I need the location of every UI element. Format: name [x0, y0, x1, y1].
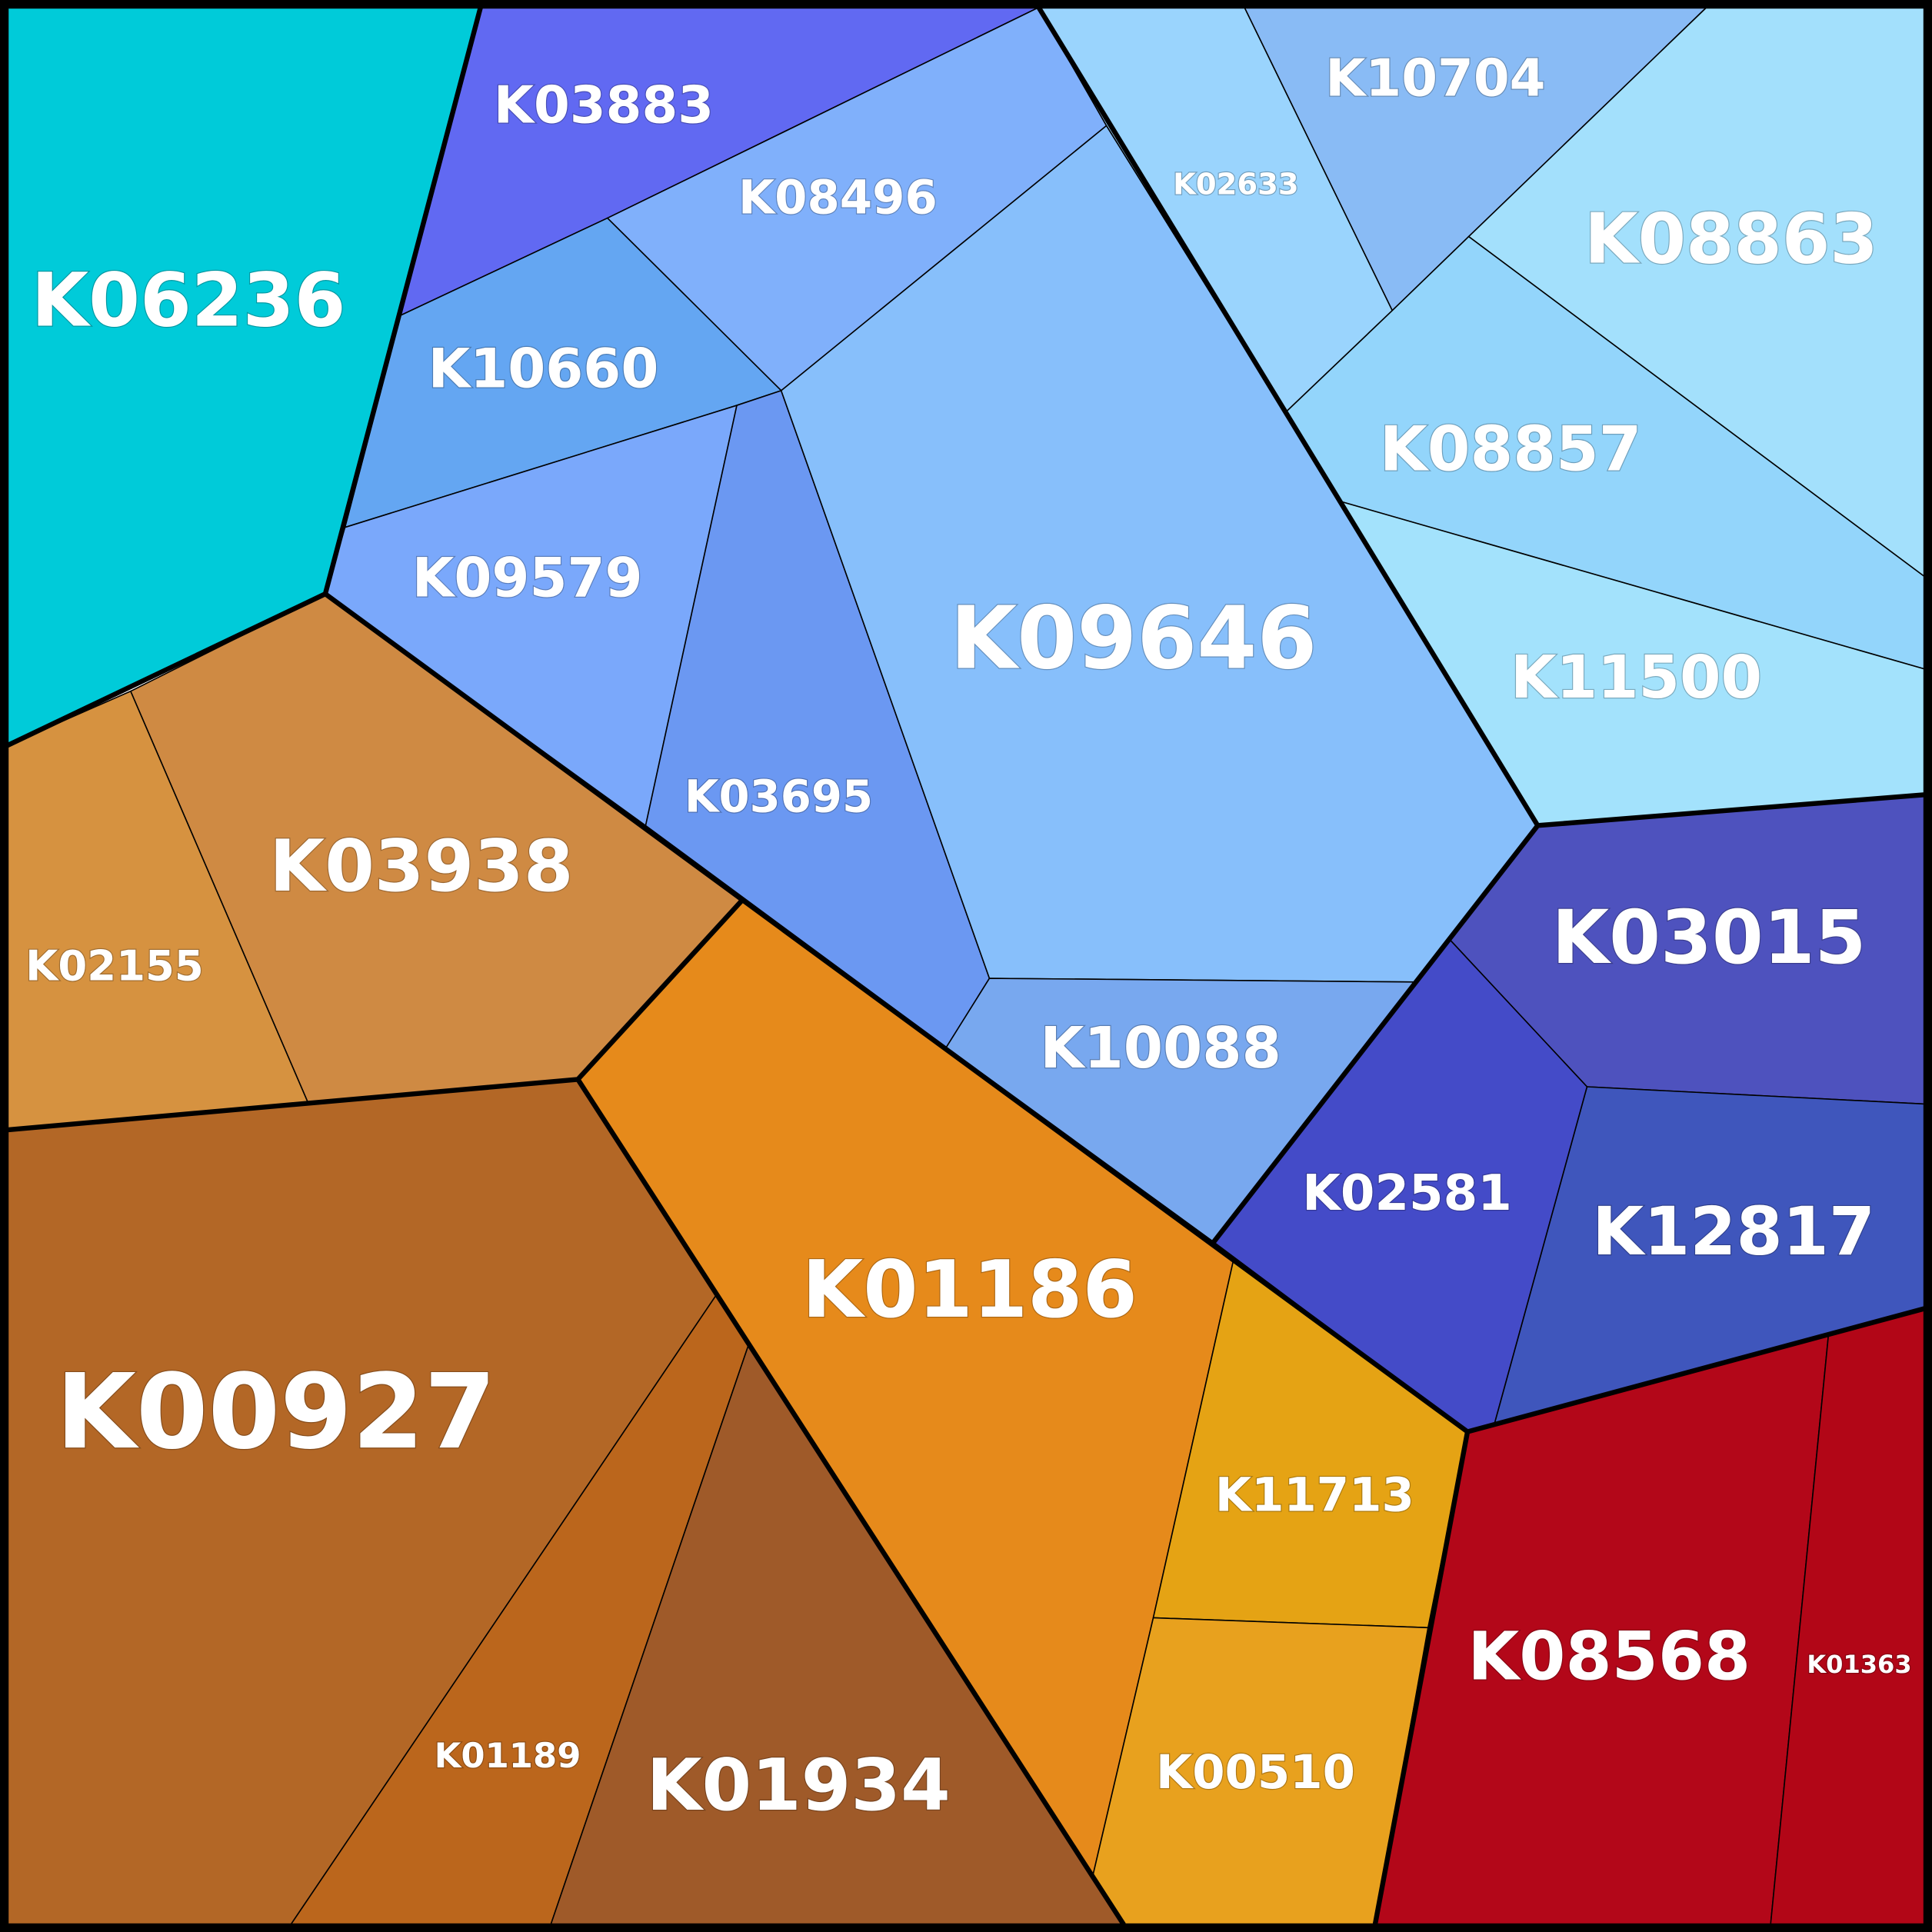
cell-label: K01189	[435, 1735, 581, 1776]
cell-label: K09646	[950, 589, 1317, 689]
cell-label: K08496	[738, 171, 938, 225]
labels: K06236 K03883 K08496 K10660 K09579 K03695 K096…	[25, 47, 1913, 1827]
cell-label: K03015	[1552, 894, 1867, 981]
cell-label: K03883	[494, 75, 714, 135]
cell-label: K10660	[428, 337, 659, 400]
cell-label: K12817	[1592, 1194, 1875, 1271]
cell-label: K08857	[1380, 414, 1642, 485]
cells	[6, 6, 1926, 1926]
cell-label: K03938	[269, 824, 573, 908]
cell-label: K02581	[1302, 1165, 1512, 1222]
cell-label: K00510	[1156, 1745, 1355, 1800]
cell-label: K02155	[25, 941, 204, 990]
cell-label: K01934	[647, 1744, 951, 1827]
cell-label: K09579	[412, 547, 643, 610]
cell-label: K02633	[1173, 167, 1299, 202]
cell-label: K01363	[1807, 1650, 1911, 1679]
cell-label: K11500	[1511, 644, 1762, 712]
cell-label: K03695	[685, 770, 873, 822]
group-borders	[6, 5, 1926, 1927]
cell-label: K10088	[1040, 1016, 1281, 1081]
cell-label: K06236	[32, 258, 346, 344]
cell-label: K08568	[1467, 1618, 1750, 1695]
cell-label: K01186	[802, 1244, 1138, 1336]
cell-label: K11713	[1215, 1468, 1414, 1523]
cell-label: K08863	[1584, 200, 1878, 280]
cell-label: K00927	[56, 1351, 496, 1472]
cell-label: K10704	[1325, 48, 1545, 108]
